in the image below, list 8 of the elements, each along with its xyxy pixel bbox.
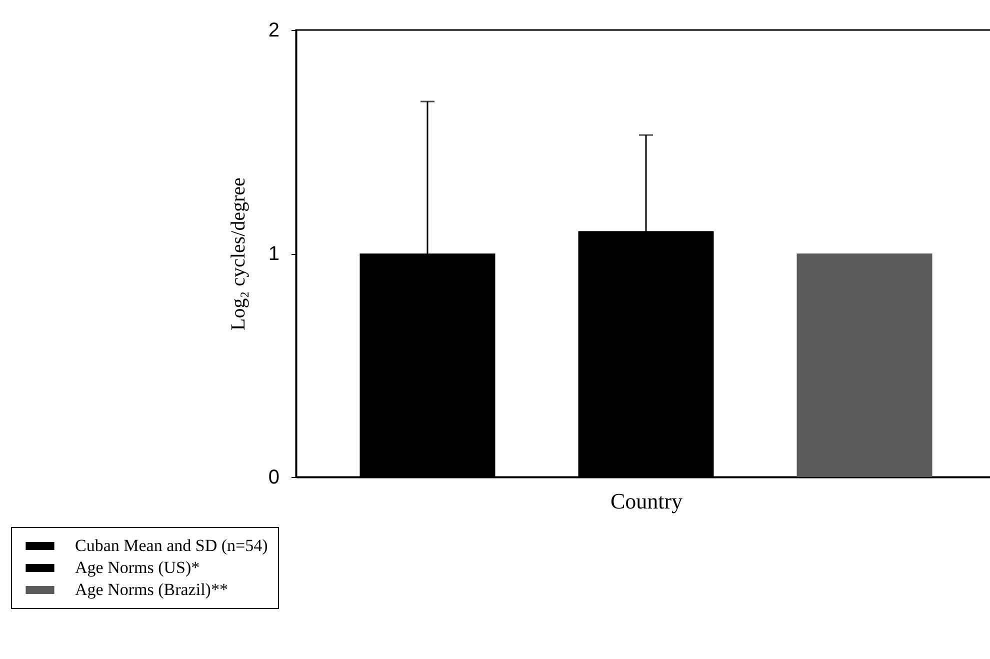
y-tick-label: 2	[268, 20, 280, 42]
legend-label: Age Norms (US)*	[75, 558, 200, 577]
y-axis-title: Log₂ cycles/degree	[227, 177, 250, 331]
y-tick-label: 0	[268, 466, 280, 488]
y-tick-label: 1	[268, 243, 280, 265]
legend-label: Cuban Mean and SD (n=54)	[75, 536, 268, 555]
legend-label: Age Norms (Brazil)**	[75, 580, 228, 599]
x-axis-title: Country	[610, 488, 683, 514]
